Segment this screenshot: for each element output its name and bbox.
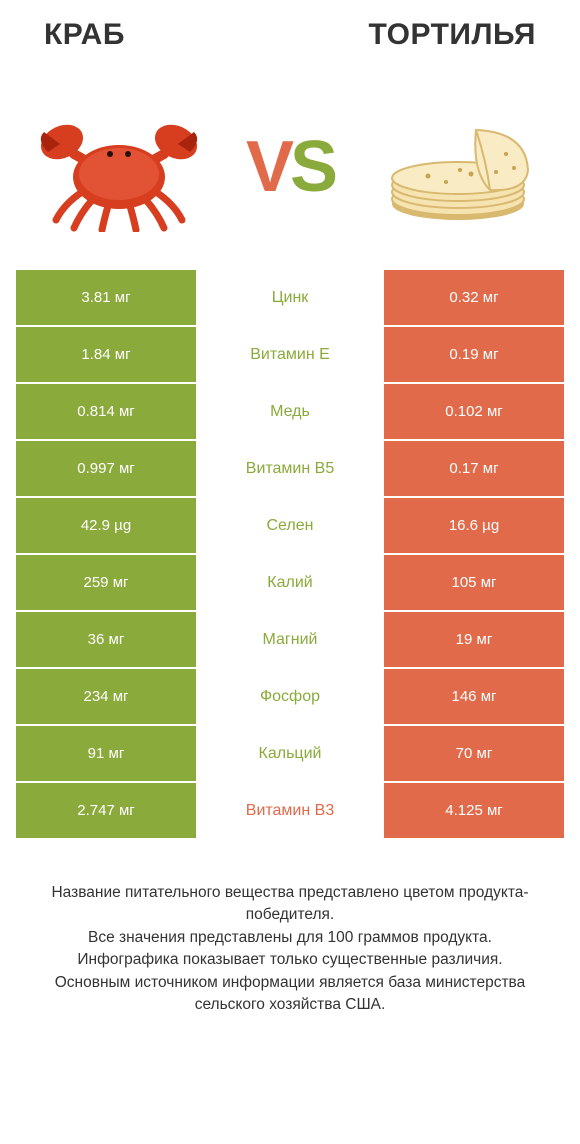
hero-row: VS — [16, 62, 564, 270]
value-left: 2.747 мг — [16, 783, 196, 838]
vs-v: V — [246, 131, 290, 203]
table-row: 234 мгФосфор146 мг — [16, 669, 564, 724]
table-row: 0.814 мгМедь0.102 мг — [16, 384, 564, 439]
nutrient-label: Цинк — [196, 270, 384, 325]
table-row: 1.84 мгВитамин E0.19 мг — [16, 327, 564, 382]
footer-line: Инфографика показывает только существенн… — [28, 949, 552, 971]
value-right: 4.125 мг — [384, 783, 564, 838]
table-row: 259 мгКалий105 мг — [16, 555, 564, 610]
value-right: 105 мг — [384, 555, 564, 610]
table-row: 91 мгКальций70 мг — [16, 726, 564, 781]
value-left: 36 мг — [16, 612, 196, 667]
vs-label: VS — [246, 131, 334, 203]
value-left: 91 мг — [16, 726, 196, 781]
footer-line: Название питательного вещества представл… — [28, 882, 552, 927]
title-left: КРАБ — [44, 18, 125, 52]
crab-illustration — [34, 102, 204, 232]
table-row: 36 мгМагний19 мг — [16, 612, 564, 667]
value-right: 0.102 мг — [384, 384, 564, 439]
value-right: 0.32 мг — [384, 270, 564, 325]
tortilla-illustration — [376, 102, 546, 232]
value-right: 0.17 мг — [384, 441, 564, 496]
nutrient-label: Витамин E — [196, 327, 384, 382]
table-row: 2.747 мгВитамин B34.125 мг — [16, 783, 564, 838]
header: КРАБ ТОРТИЛЬЯ — [16, 18, 564, 62]
nutrient-label: Фосфор — [196, 669, 384, 724]
comparison-table: 3.81 мгЦинк0.32 мг1.84 мгВитамин E0.19 м… — [16, 270, 564, 838]
value-left: 3.81 мг — [16, 270, 196, 325]
table-row: 3.81 мгЦинк0.32 мг — [16, 270, 564, 325]
value-right: 146 мг — [384, 669, 564, 724]
value-right: 70 мг — [384, 726, 564, 781]
value-left: 0.997 мг — [16, 441, 196, 496]
value-left: 259 мг — [16, 555, 196, 610]
value-left: 0.814 мг — [16, 384, 196, 439]
nutrient-label: Кальций — [196, 726, 384, 781]
table-row: 0.997 мгВитамин B50.17 мг — [16, 441, 564, 496]
value-left: 42.9 µg — [16, 498, 196, 553]
value-right: 0.19 мг — [384, 327, 564, 382]
value-right: 16.6 µg — [384, 498, 564, 553]
nutrient-label: Магний — [196, 612, 384, 667]
nutrient-label: Селен — [196, 498, 384, 553]
table-row: 42.9 µgСелен16.6 µg — [16, 498, 564, 553]
value-right: 19 мг — [384, 612, 564, 667]
footer-line: Все значения представлены для 100 граммо… — [28, 927, 552, 949]
nutrient-label: Медь — [196, 384, 384, 439]
nutrient-label: Калий — [196, 555, 384, 610]
nutrient-label: Витамин B3 — [196, 783, 384, 838]
nutrient-label: Витамин B5 — [196, 441, 384, 496]
footer-note: Название питательного вещества представл… — [16, 838, 564, 1017]
title-right: ТОРТИЛЬЯ — [369, 18, 536, 52]
footer-line: Основным источником информации является … — [28, 972, 552, 1017]
value-left: 234 мг — [16, 669, 196, 724]
value-left: 1.84 мг — [16, 327, 196, 382]
vs-s: S — [290, 131, 334, 203]
